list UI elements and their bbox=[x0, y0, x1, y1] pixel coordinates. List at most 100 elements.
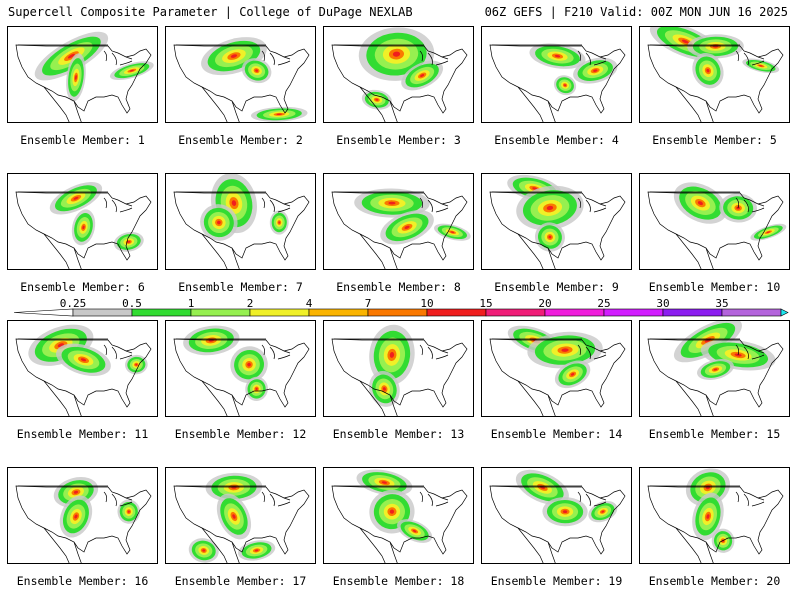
scp-contour-area bbox=[546, 205, 554, 211]
scp-contour-area bbox=[127, 240, 131, 243]
us-map bbox=[173, 472, 310, 563]
colorbar-tick-label: 10 bbox=[420, 297, 434, 310]
ensemble-member-label: Ensemble Member: 7 bbox=[178, 280, 303, 294]
country-outline bbox=[489, 44, 626, 114]
scp-contour-area bbox=[539, 485, 545, 490]
colorbar-segment bbox=[485, 308, 546, 317]
scp-contour-area bbox=[593, 69, 598, 72]
mexico-coast bbox=[517, 233, 556, 269]
colorbar-low-arrow bbox=[13, 308, 74, 317]
scp-contour-area bbox=[681, 39, 689, 44]
mexico-coast bbox=[359, 86, 398, 122]
ensemble-member-label: Ensemble Member: 10 bbox=[648, 280, 781, 294]
scp-contour-area bbox=[554, 54, 561, 58]
great-lakes bbox=[577, 344, 607, 360]
scp-contour-area bbox=[67, 53, 75, 59]
great-lakes bbox=[103, 491, 133, 507]
colorbar-segment bbox=[72, 308, 133, 317]
ensemble-member-label: Ensemble Member: 20 bbox=[648, 574, 781, 588]
scp-contour-area bbox=[254, 549, 259, 552]
mexico-coast bbox=[359, 233, 398, 269]
colorbar-segment bbox=[544, 308, 605, 317]
mexico-coast bbox=[675, 86, 714, 122]
colorbar-segment bbox=[367, 308, 428, 317]
great-lakes bbox=[103, 344, 133, 360]
colorbar-tick-label: 2 bbox=[246, 297, 254, 310]
us-map bbox=[173, 325, 310, 416]
colorbar-high-arrow bbox=[780, 308, 789, 317]
mexico-coast bbox=[201, 380, 240, 416]
ensemble-member-label: Ensemble Member: 16 bbox=[16, 574, 149, 588]
us-map bbox=[489, 469, 626, 563]
us-map bbox=[647, 321, 784, 416]
scp-contour-area bbox=[82, 225, 85, 230]
ensemble-map-panel bbox=[7, 173, 158, 270]
great-lakes bbox=[261, 491, 291, 507]
ensemble-member-label: Ensemble Member: 12 bbox=[174, 427, 307, 441]
scp-contour-area bbox=[389, 509, 395, 514]
us-map bbox=[331, 188, 471, 269]
colorbar-tick-label: 7 bbox=[364, 297, 372, 310]
scp-contour-area bbox=[548, 235, 552, 239]
ensemble-member-label: Ensemble Member: 15 bbox=[648, 427, 781, 441]
ensemble-member-label: Ensemble Member: 9 bbox=[494, 280, 619, 294]
great-lakes bbox=[735, 344, 765, 360]
scp-contour-area bbox=[73, 196, 79, 200]
scp-contour-area bbox=[127, 510, 130, 513]
ensemble-map-panel bbox=[639, 467, 790, 564]
us-map bbox=[331, 324, 468, 416]
scp-contour-area bbox=[382, 387, 386, 391]
scp-contour-area bbox=[230, 54, 238, 58]
us-map bbox=[489, 325, 626, 416]
country-outline bbox=[331, 44, 468, 114]
scp-contour-area bbox=[412, 529, 417, 533]
scp-contour-area bbox=[759, 65, 763, 67]
us-map bbox=[489, 43, 626, 122]
scp-contour-area bbox=[713, 368, 718, 371]
us-map bbox=[647, 27, 784, 122]
scp-contour-area bbox=[697, 201, 703, 206]
colorbar-svg bbox=[13, 308, 789, 317]
ensemble-member-label: Ensemble Member: 2 bbox=[178, 133, 303, 147]
scp-contour-area bbox=[389, 352, 395, 358]
scp-contour-area bbox=[388, 201, 396, 205]
great-lakes bbox=[577, 491, 607, 507]
colorbar-tick-label: 25 bbox=[597, 297, 611, 310]
colorbar-tick-label: 0.5 bbox=[122, 297, 142, 310]
scp-contour-area bbox=[706, 514, 710, 519]
country-outline bbox=[173, 44, 310, 114]
run-valid-info: 06Z GEFS | F210 Valid: 00Z MON JUN 16 20… bbox=[484, 5, 788, 19]
ensemble-member-label: Ensemble Member: 18 bbox=[332, 574, 465, 588]
ensemble-map-panel bbox=[639, 173, 790, 270]
colorbar-tick-label: 4 bbox=[305, 297, 313, 310]
ensemble-map-panel bbox=[165, 320, 316, 417]
country-outline bbox=[647, 44, 784, 114]
scp-contour-area bbox=[561, 348, 569, 352]
great-lakes bbox=[735, 491, 765, 507]
mexico-coast bbox=[675, 380, 714, 416]
scp-contour-area bbox=[570, 373, 575, 376]
us-map bbox=[173, 174, 310, 269]
mexico-coast bbox=[43, 380, 82, 416]
mexico-coast bbox=[43, 233, 82, 269]
country-outline bbox=[15, 338, 152, 408]
ensemble-map-panel bbox=[323, 173, 474, 270]
mexico-coast bbox=[517, 380, 556, 416]
country-outline bbox=[15, 191, 152, 261]
country-outline bbox=[647, 338, 784, 408]
colorbar-tick-label: 35 bbox=[715, 297, 729, 310]
scp-contour-area bbox=[129, 69, 134, 72]
country-outline bbox=[489, 485, 626, 555]
us-map bbox=[15, 31, 154, 122]
mexico-coast bbox=[359, 527, 398, 563]
colorbar-tick-label: 0.25 bbox=[59, 297, 87, 310]
ensemble-member-label: Ensemble Member: 5 bbox=[652, 133, 777, 147]
ensemble-map-panel bbox=[323, 467, 474, 564]
great-lakes bbox=[735, 50, 765, 66]
ensemble-map-panel bbox=[481, 173, 632, 270]
great-lakes bbox=[261, 50, 291, 66]
scp-contour-area bbox=[80, 358, 87, 362]
ensemble-map-panel bbox=[323, 26, 474, 123]
ensemble-member-label: Ensemble Member: 14 bbox=[490, 427, 623, 441]
ensemble-map-panel bbox=[7, 467, 158, 564]
